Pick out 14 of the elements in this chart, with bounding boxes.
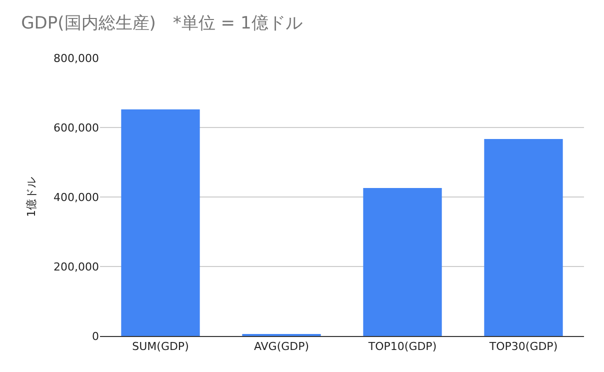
- x-tick-label: TOP30(GDP): [488, 340, 558, 354]
- bar: [121, 109, 200, 336]
- y-tick-label: 600,000: [54, 121, 99, 134]
- y-axis-title: 1億ドル: [25, 177, 38, 217]
- x-tick-label: SUM(GDP): [132, 340, 189, 354]
- chart-title: GDP(国内総生産) *単位 = 1億ドル: [21, 14, 302, 34]
- x-tick-label: AVG(GDP): [254, 340, 310, 354]
- y-tick-label: 0: [92, 330, 99, 343]
- bar: [484, 138, 563, 336]
- bar: [363, 188, 442, 336]
- y-tick-label: 200,000: [54, 260, 99, 274]
- y-tick-label: 400,000: [54, 190, 99, 204]
- x-tick-label: TOP10(GDP): [367, 340, 437, 354]
- y-tick-label: 800,000: [54, 52, 99, 65]
